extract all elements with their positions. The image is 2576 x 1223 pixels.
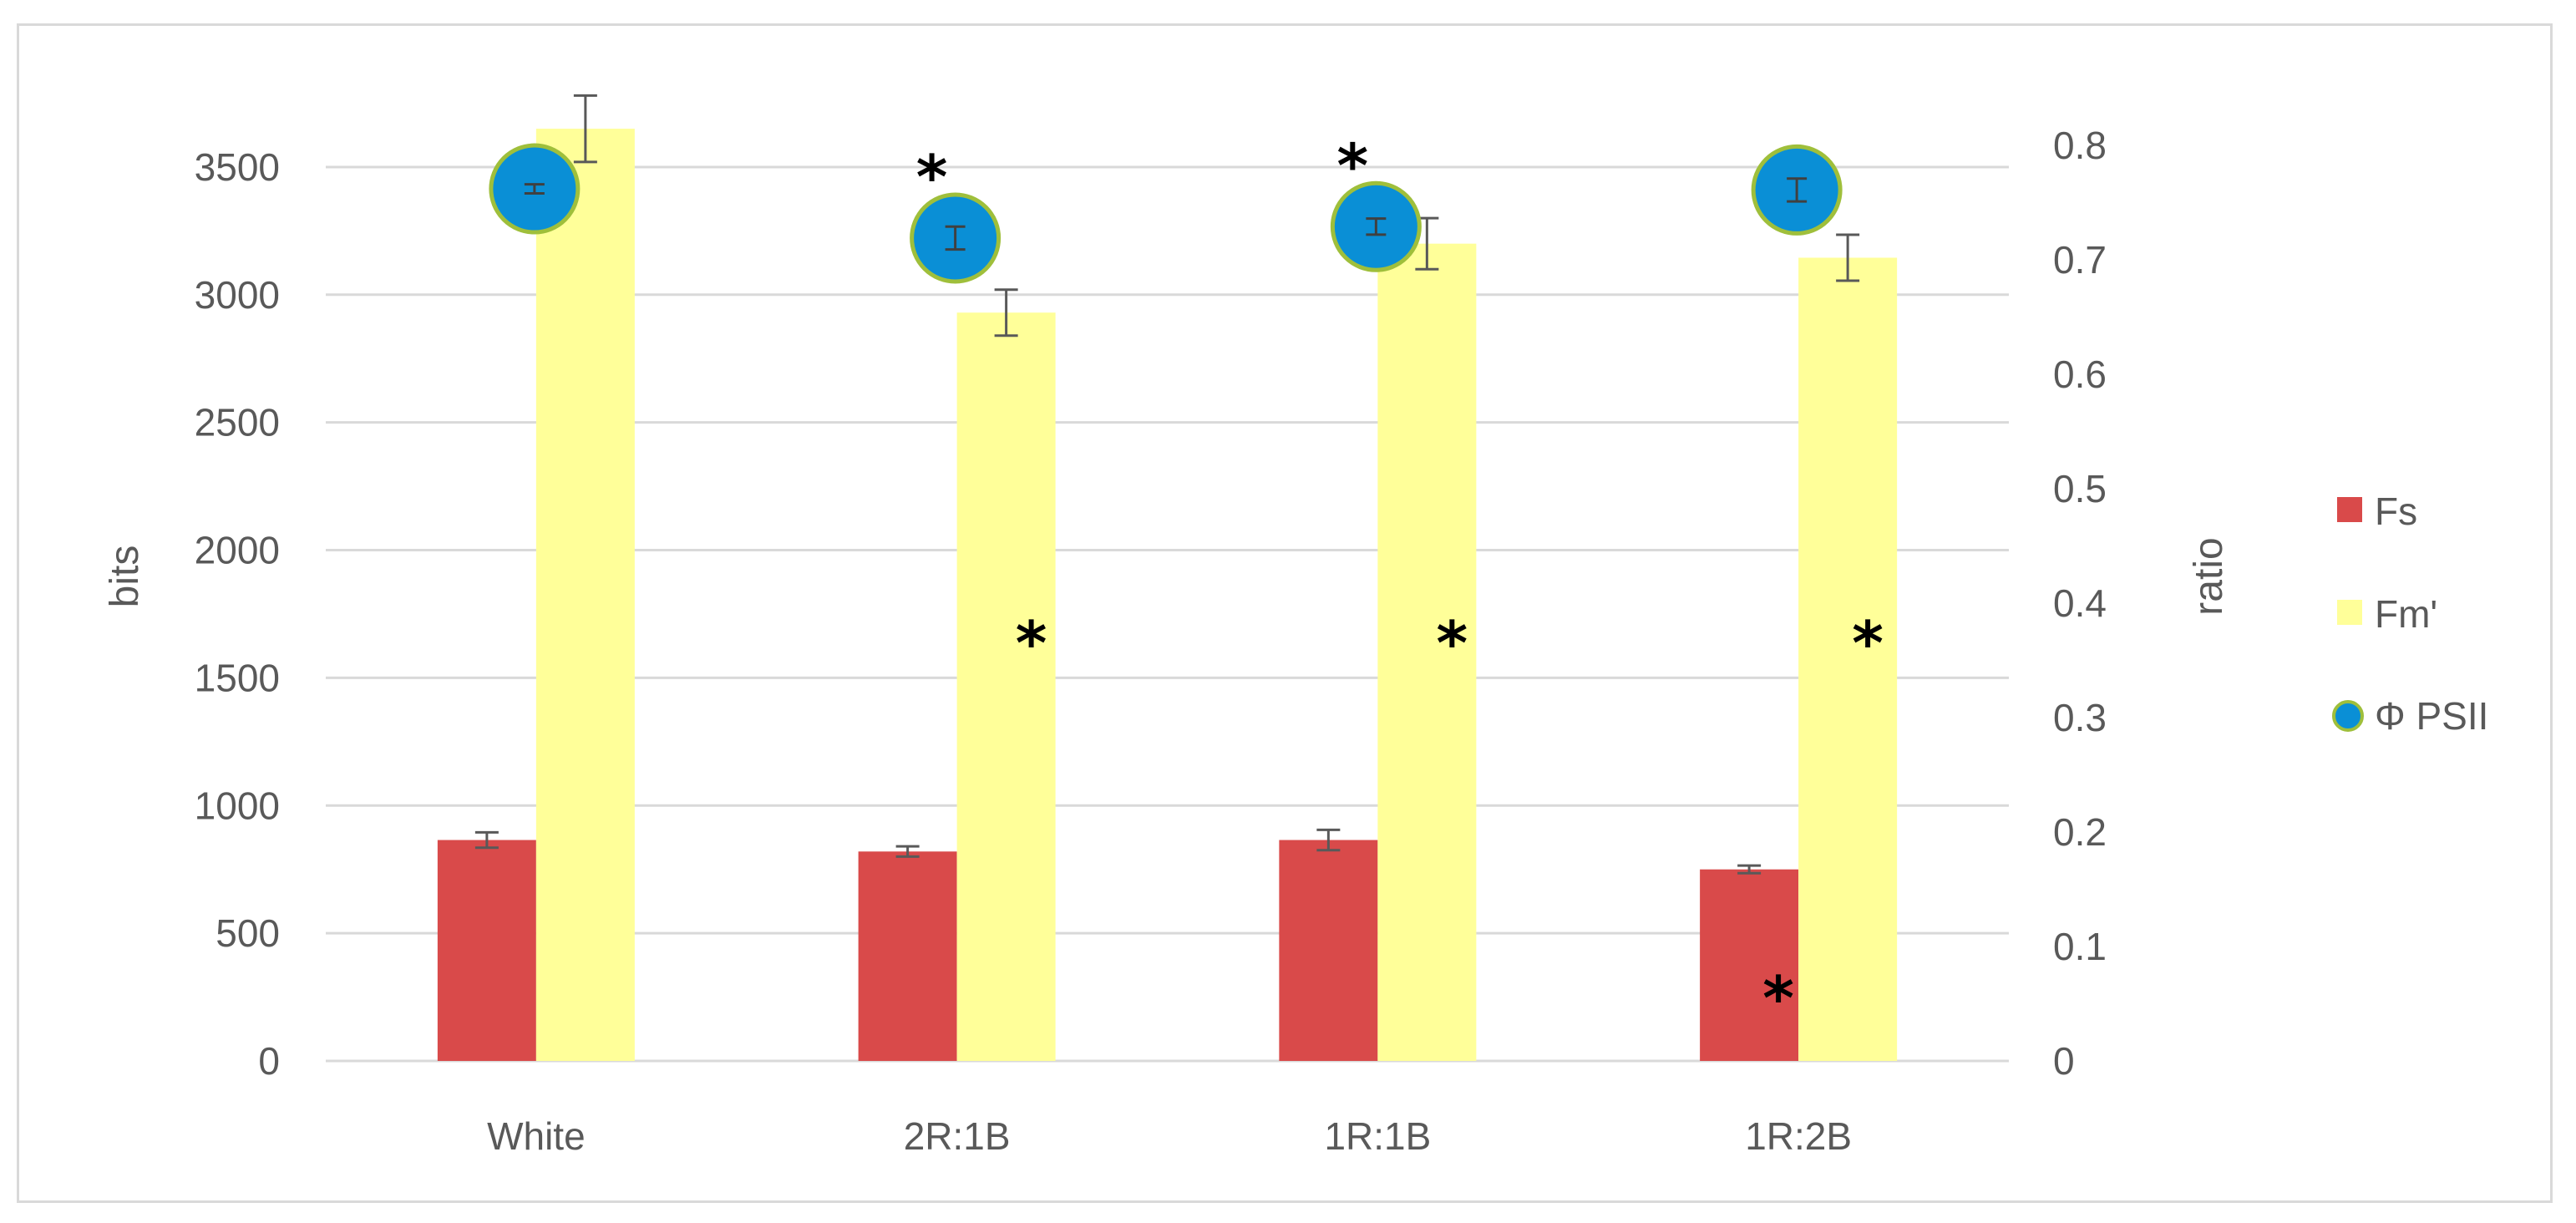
y2-axis-title: ratio: [2187, 537, 2231, 615]
y2-tick-label: 0: [2053, 1039, 2075, 1083]
bar-fs: [1279, 840, 1378, 1061]
y2-axis-ticks: 0 0.1 0.2 0.3 0.4 0.5 0.6 0.7 0.8: [2053, 124, 2107, 1083]
legend-label: Fs: [2375, 490, 2417, 533]
legend-swatch: [2337, 600, 2362, 625]
y-tick-label: 1000: [195, 784, 280, 827]
error-bars: [474, 94, 1860, 875]
y2-tick-label: 0.6: [2053, 353, 2107, 396]
bar-fs: [858, 851, 957, 1061]
y-tick-label: 500: [216, 911, 280, 955]
significance-markers: * * * * * *: [916, 130, 1884, 1033]
star-psii: *: [916, 142, 948, 212]
bar-fm: [535, 129, 635, 1062]
x-tick-label: 1R:1B: [1324, 1114, 1431, 1158]
y-tick-label: 2500: [195, 401, 280, 444]
x-tick-label: 1R:2B: [1745, 1114, 1852, 1158]
y-tick-label: 0: [258, 1039, 280, 1083]
y2-tick-label: 0.5: [2053, 467, 2107, 510]
x-tick-label: White: [487, 1114, 586, 1158]
bar-fs: [1700, 869, 1799, 1061]
star-fm: *: [1852, 608, 1884, 678]
bar-fm: [1798, 257, 1898, 1062]
y-tick-label: 2000: [195, 529, 280, 572]
legend-swatch-psii: [2332, 700, 2364, 732]
x-tick-label: 2R:1B: [904, 1114, 1011, 1158]
bar-fm: [1377, 243, 1477, 1061]
star-fm: *: [1016, 608, 1047, 678]
y-axis-ticks: 0 500 1000 1500 2000 2500 3000 3500: [195, 145, 280, 1083]
bars: [437, 129, 1898, 1062]
y-tick-label: 1500: [195, 656, 280, 699]
bar-fs: [437, 840, 536, 1061]
star-psii: *: [1337, 130, 1369, 200]
bar-fm: [956, 312, 1056, 1062]
legend-label: Φ PSII: [2375, 694, 2488, 738]
x-axis-ticks: White 2R:1B 1R:1B 1R:2B: [487, 1114, 1852, 1158]
y-axis-title: bits: [103, 546, 147, 608]
y-tick-label: 3000: [195, 273, 280, 317]
legend: Fs Fm' Φ PSII: [2332, 490, 2488, 738]
star-fs: *: [1762, 963, 1794, 1033]
y2-tick-label: 0.1: [2053, 925, 2107, 968]
y2-tick-label: 0.4: [2053, 581, 2107, 625]
star-fm: *: [1437, 608, 1468, 678]
y2-tick-label: 0.7: [2053, 238, 2107, 282]
legend-label: Fm': [2375, 592, 2437, 636]
y2-tick-label: 0.2: [2053, 810, 2107, 854]
legend-swatch: [2337, 497, 2362, 522]
y2-tick-label: 0.3: [2053, 696, 2107, 739]
y2-tick-label: 0.8: [2053, 124, 2107, 167]
y-tick-label: 3500: [195, 145, 280, 189]
psii-points: [489, 143, 1843, 284]
